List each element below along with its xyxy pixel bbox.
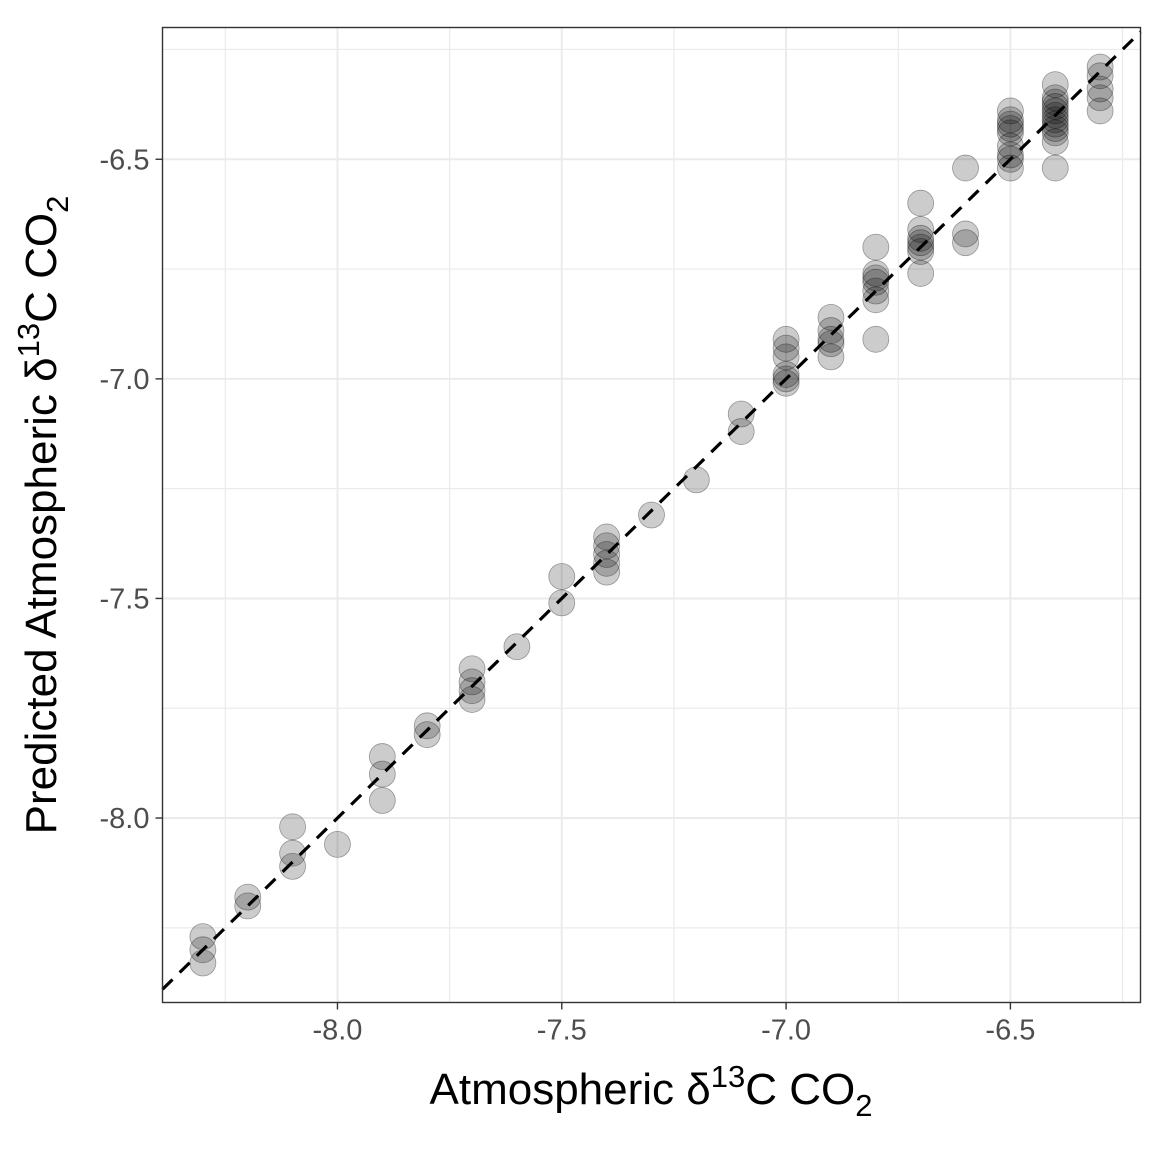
- data-point: [324, 830, 351, 858]
- data-point: [1041, 71, 1069, 98]
- reference-line-1to1: [161, 30, 1142, 991]
- data-point: [772, 325, 800, 353]
- data-point: [1041, 84, 1069, 112]
- x-tick-label: -8.0: [312, 1015, 362, 1047]
- data-point: [279, 839, 307, 867]
- data-point: [952, 154, 979, 182]
- data-point: [862, 233, 890, 261]
- y-axis-ticks: -8.0 -7.5 -7.0 -6.5: [100, 144, 163, 835]
- data-point: [593, 549, 621, 577]
- data-point: [996, 97, 1024, 125]
- data-point: [817, 343, 845, 371]
- data-point: [907, 216, 935, 243]
- data-point: [1086, 84, 1114, 112]
- data-point: [862, 268, 890, 296]
- x-tick-label: -7.5: [537, 1015, 587, 1047]
- data-point: [862, 260, 890, 287]
- data-point: [952, 220, 979, 248]
- data-point: [907, 238, 935, 265]
- data-point: [458, 668, 486, 696]
- data-point: [1041, 93, 1069, 120]
- data-point: [1086, 75, 1114, 103]
- data-point: [1086, 97, 1114, 125]
- data-point: [996, 141, 1024, 169]
- data-points: [189, 53, 1114, 977]
- y-tick-label: -8.0: [100, 803, 150, 835]
- x-axis-title: Atmospheric δ13C CO2: [430, 1059, 873, 1123]
- data-point: [189, 949, 217, 977]
- y-axis-title-prefix: Predicted Atmospheric δ: [17, 357, 66, 834]
- data-point: [996, 110, 1024, 138]
- data-point: [907, 224, 935, 252]
- minor-gridlines: [162, 27, 1141, 1003]
- data-point: [368, 743, 396, 770]
- data-point: [907, 260, 935, 287]
- data-point: [1086, 53, 1114, 81]
- data-point: [458, 655, 486, 683]
- data-point: [413, 712, 441, 740]
- y-axis-title-middle: C CO: [17, 213, 66, 323]
- data-point: [772, 343, 800, 371]
- data-point: [1041, 110, 1069, 138]
- data-point: [952, 229, 979, 257]
- data-point: [772, 334, 800, 362]
- y-tick-label: -6.5: [100, 144, 150, 176]
- y-tick-label: -7.5: [100, 583, 150, 615]
- data-point: [817, 317, 845, 344]
- data-point: [593, 558, 621, 586]
- data-point: [772, 369, 800, 397]
- data-point: [996, 115, 1024, 142]
- data-point: [862, 325, 890, 353]
- y-axis-title-superscript: 13: [11, 323, 46, 357]
- data-point: [862, 286, 890, 314]
- x-axis-title-superscript: 13: [711, 1059, 745, 1094]
- data-point: [996, 106, 1024, 134]
- x-axis-title-subscript: 2: [855, 1088, 872, 1123]
- data-point: [368, 787, 396, 814]
- data-point: [727, 418, 755, 445]
- data-point: [413, 721, 441, 748]
- data-point: [907, 229, 935, 257]
- data-point: [996, 154, 1024, 182]
- data-point: [817, 325, 845, 353]
- data-point: [1041, 106, 1069, 134]
- y-axis-title-subscript: 2: [40, 196, 75, 213]
- data-point: [638, 501, 665, 529]
- data-point: [458, 686, 486, 713]
- data-point: [279, 852, 307, 880]
- data-point: [682, 466, 710, 494]
- x-tick-label: -7.0: [761, 1015, 811, 1047]
- data-point: [234, 883, 262, 911]
- x-tick-label: -6.5: [985, 1015, 1035, 1047]
- major-gridlines: [162, 27, 1141, 1003]
- data-point: [817, 330, 845, 358]
- data-point: [996, 119, 1024, 147]
- data-point: [1041, 119, 1069, 147]
- x-axis-ticks: -8.0 -7.5 -7.0 -6.5: [312, 1002, 1035, 1047]
- data-point: [548, 589, 576, 617]
- data-point: [1086, 62, 1114, 90]
- data-point: [1041, 154, 1069, 182]
- data-point: [458, 677, 486, 705]
- data-point: [1041, 128, 1069, 156]
- x-axis-title-middle: C CO: [745, 1065, 855, 1114]
- data-point: [279, 813, 307, 841]
- y-axis-title: Predicted Atmospheric δ13C CO2: [11, 196, 75, 835]
- x-axis-title-prefix: Atmospheric δ: [430, 1065, 711, 1114]
- data-point: [548, 563, 576, 590]
- data-point: [1041, 97, 1069, 125]
- data-point: [772, 361, 800, 388]
- data-point: [593, 523, 621, 551]
- data-point: [907, 189, 935, 217]
- data-point: [817, 303, 845, 331]
- data-point: [727, 400, 755, 428]
- data-point: [503, 633, 531, 661]
- plot-border: [161, 26, 1142, 1004]
- y-tick-label: -7.0: [100, 364, 150, 396]
- data-point: [593, 532, 621, 560]
